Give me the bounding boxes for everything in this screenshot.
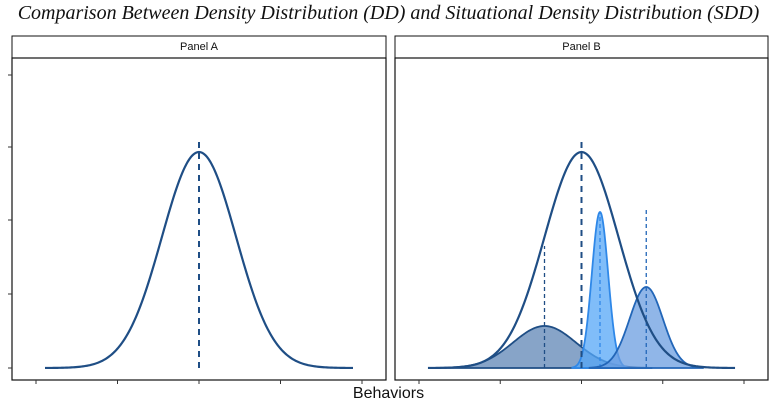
panel-strip-label: Panel A (180, 41, 219, 53)
dd-curve (427, 150, 736, 370)
x-axis-label: Behaviors (352, 385, 425, 402)
panel-a: Panel A (8, 35, 387, 384)
chart-title: Comparison Between Density Distribution … (17, 2, 760, 24)
dd-curve (44, 150, 354, 370)
panel-strip-label: Panel B (562, 41, 601, 53)
panel-b: Panel B (394, 35, 769, 384)
